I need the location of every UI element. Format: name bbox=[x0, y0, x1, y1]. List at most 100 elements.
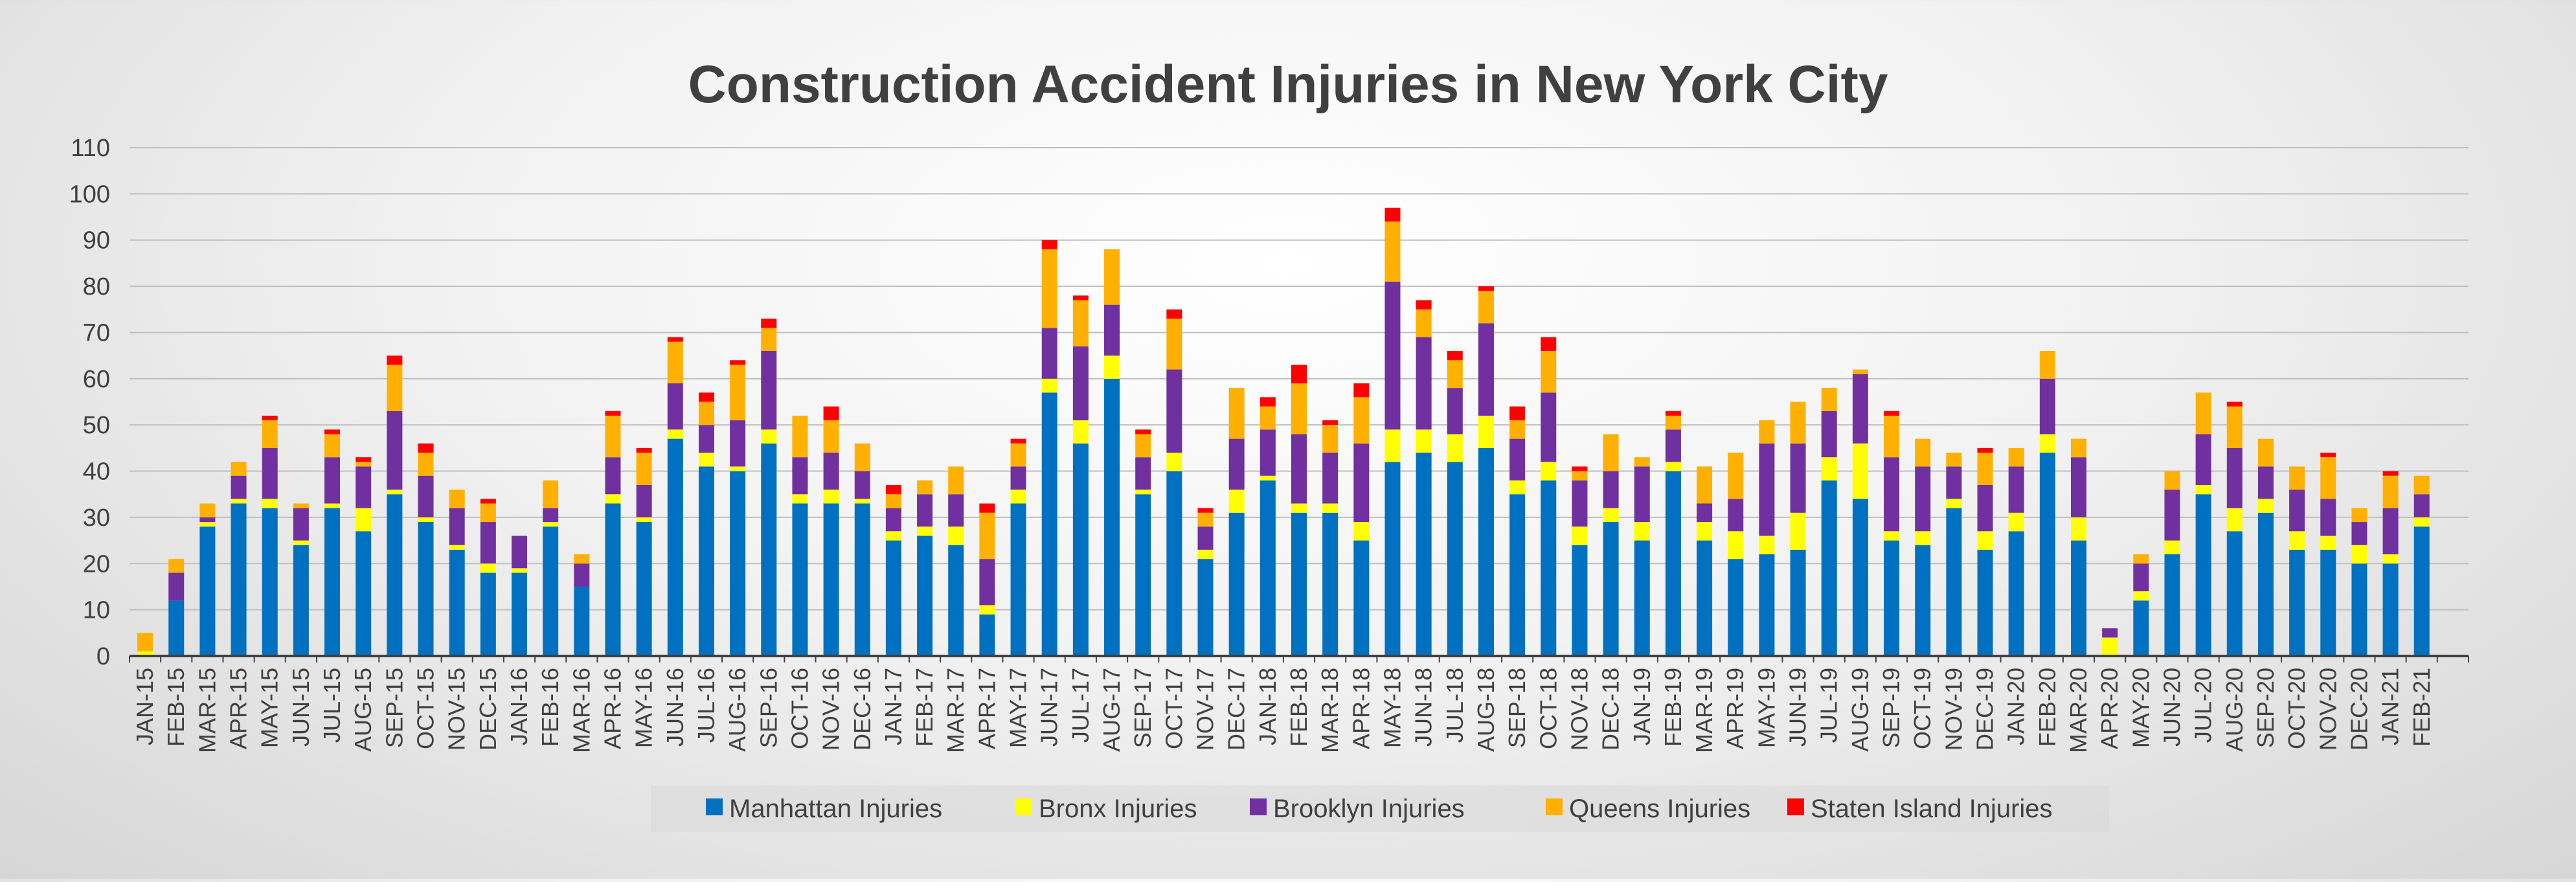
bar-segment bbox=[605, 457, 621, 495]
bar-segment bbox=[1260, 406, 1276, 430]
bar-segment bbox=[1072, 443, 1089, 656]
bar-segment bbox=[168, 572, 185, 601]
bar-segment bbox=[2071, 457, 2086, 517]
legend-label: Manhattan Injuries bbox=[729, 795, 942, 823]
bar-segment bbox=[512, 536, 527, 569]
bar-segment bbox=[1416, 309, 1432, 337]
bar-segment bbox=[1104, 356, 1120, 379]
x-tick-label: JAN-21 bbox=[2377, 668, 2404, 745]
x-tick-label: JUN-15 bbox=[288, 668, 314, 747]
bar-segment bbox=[512, 572, 527, 656]
bar-segment bbox=[698, 401, 714, 425]
x-tick-label: FEB-19 bbox=[1660, 668, 1686, 747]
bar-segment bbox=[2039, 351, 2055, 379]
bar-segment bbox=[1260, 475, 1276, 481]
bar-segment bbox=[1759, 420, 1775, 444]
bar-segment bbox=[543, 480, 559, 508]
bar-segment bbox=[2226, 447, 2243, 508]
bar-segment bbox=[1977, 549, 1993, 656]
bar-segment bbox=[1634, 522, 1650, 541]
bar-segment bbox=[1634, 540, 1650, 656]
x-tick-label: MAY-15 bbox=[256, 668, 283, 748]
bar-segment bbox=[636, 517, 652, 523]
bar-segment bbox=[2071, 438, 2086, 458]
x-tick-label: OCT-16 bbox=[786, 668, 813, 749]
bar-segment bbox=[1416, 300, 1432, 310]
bar-segment bbox=[761, 443, 777, 656]
bar-segment bbox=[1697, 540, 1713, 656]
bar-segment bbox=[387, 365, 403, 411]
bar-segment bbox=[730, 420, 746, 467]
bar-segment bbox=[2039, 378, 2055, 435]
bar-segment bbox=[199, 503, 216, 517]
bar-segment bbox=[2289, 466, 2305, 490]
bar-segment bbox=[1197, 559, 1214, 656]
bar-segment bbox=[1353, 522, 1370, 541]
bar-segment bbox=[1509, 420, 1526, 439]
bar-segment bbox=[231, 499, 247, 504]
bar-segment bbox=[2413, 517, 2430, 527]
bar-segment bbox=[823, 503, 839, 656]
bar-segment bbox=[199, 517, 216, 523]
bar-segment bbox=[543, 522, 559, 527]
bar-segment bbox=[1291, 503, 1307, 513]
bar-segment bbox=[792, 415, 808, 458]
bar-segment bbox=[2164, 490, 2180, 541]
bar-segment bbox=[979, 614, 995, 656]
bar-segment bbox=[324, 457, 341, 504]
bar-segment bbox=[823, 420, 839, 453]
bar-segment bbox=[1197, 508, 1214, 513]
bar-segment bbox=[574, 554, 590, 564]
bar-segment bbox=[2133, 554, 2149, 564]
bar-segment bbox=[1478, 447, 1494, 656]
bar-segment bbox=[231, 475, 247, 499]
bar-segment bbox=[1447, 360, 1463, 389]
bar-segment bbox=[2382, 471, 2399, 476]
bar-segment bbox=[293, 540, 309, 545]
bar-segment bbox=[1322, 503, 1339, 513]
bar-segment bbox=[2351, 563, 2367, 656]
bar-segment bbox=[1104, 249, 1120, 305]
bar-segment bbox=[293, 545, 309, 656]
bar-segment bbox=[1041, 392, 1057, 656]
x-tick-label: SEP-20 bbox=[2252, 668, 2279, 748]
x-tick-label: SEP-17 bbox=[1129, 668, 1156, 748]
bar-segment bbox=[1821, 411, 1837, 458]
bar-segment bbox=[854, 503, 870, 656]
bar-segment bbox=[1665, 429, 1681, 462]
bar-segment bbox=[1509, 438, 1526, 481]
bar-segment bbox=[480, 522, 496, 564]
bar-segment bbox=[2382, 554, 2399, 564]
bar-segment bbox=[698, 425, 714, 453]
bar-segment bbox=[1010, 466, 1026, 490]
bar-segment bbox=[1260, 429, 1276, 476]
legend-swatch bbox=[706, 798, 723, 815]
x-tick-label: DEC-18 bbox=[1598, 668, 1624, 751]
x-tick-label: MAR-18 bbox=[1316, 668, 1343, 753]
x-tick-label: JAN-20 bbox=[2003, 668, 2029, 745]
bar-segment bbox=[667, 383, 683, 430]
x-tick-label: JUL-16 bbox=[693, 668, 719, 743]
y-tick-label: 30 bbox=[83, 504, 110, 532]
bar-segment bbox=[574, 586, 590, 656]
x-tick-label: JAN-15 bbox=[131, 668, 158, 745]
bar-segment bbox=[418, 522, 434, 656]
bar-segment bbox=[387, 490, 403, 495]
bar-segment bbox=[2071, 517, 2086, 541]
bar-segment bbox=[605, 503, 621, 656]
bar-segment bbox=[1759, 554, 1775, 656]
bar-segment bbox=[885, 484, 901, 495]
x-tick-label: OCT-20 bbox=[2283, 668, 2310, 749]
x-tick-label: OCT-17 bbox=[1160, 668, 1187, 749]
bar-segment bbox=[979, 503, 995, 513]
bar-segment bbox=[2320, 549, 2336, 656]
bar-segment bbox=[667, 429, 683, 439]
x-tick-label: MAR-15 bbox=[194, 668, 220, 753]
x-tick-label: APR-20 bbox=[2096, 668, 2123, 749]
bar-segment bbox=[2257, 512, 2274, 656]
bar-segment bbox=[387, 494, 403, 656]
bar-segment bbox=[1041, 240, 1057, 249]
x-tick-label: MAY-18 bbox=[1379, 668, 1405, 748]
x-tick-label: APR-19 bbox=[1722, 668, 1748, 749]
